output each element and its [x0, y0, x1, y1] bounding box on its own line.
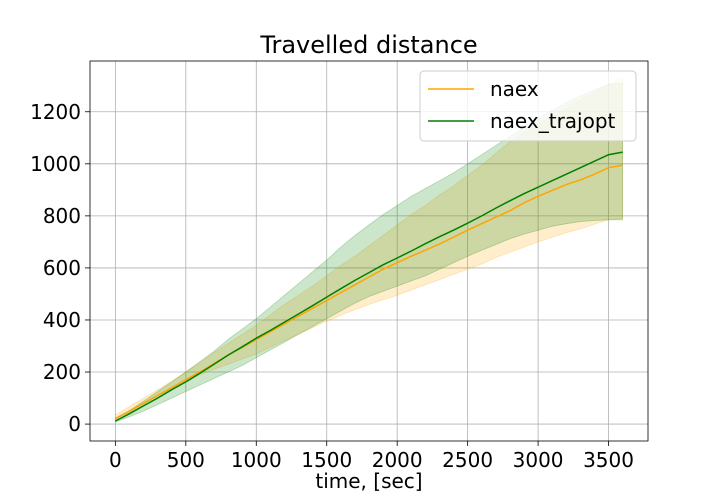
legend-label-naex: naex: [490, 77, 539, 101]
confidence-bands: [115, 77, 623, 423]
y-tick-label: 0: [68, 412, 81, 436]
chart-title: Travelled distance: [259, 31, 477, 59]
x-tick-label: 3000: [513, 448, 564, 472]
x-axis-label: time, [sec]: [315, 469, 422, 493]
x-tick-label: 1500: [301, 448, 352, 472]
y-tick-label: 200: [43, 360, 81, 384]
x-tick-label: 2500: [442, 448, 493, 472]
x-tick-label: 0: [109, 448, 122, 472]
band-naex: [115, 77, 623, 420]
y-tick-label: 400: [43, 308, 81, 332]
x-tick-label: 3500: [583, 448, 634, 472]
line-naex: [115, 164, 623, 420]
x-axis-ticks: 0 500 1000 1500 2000 2500 3000 3500: [109, 441, 634, 472]
legend: naex naex_trajopt: [419, 70, 637, 142]
y-tick-label: 800: [43, 204, 81, 228]
band-naex-trajopt: [115, 82, 623, 423]
y-axis-ticks: 0 200 400 600 800 1000 1200: [30, 100, 90, 436]
legend-label-naex-trajopt: naex_trajopt: [490, 109, 616, 133]
line-naex-trajopt: [115, 151, 623, 422]
x-tick-label: 1000: [231, 448, 282, 472]
y-tick-label: 1000: [30, 152, 81, 176]
x-tick-label: 500: [167, 448, 205, 472]
plot-frame: [89, 60, 649, 442]
series-lines: [115, 151, 623, 422]
y-tick-label: 1200: [30, 100, 81, 124]
x-tick-label: 2000: [372, 448, 423, 472]
y-tick-label: 600: [43, 256, 81, 280]
